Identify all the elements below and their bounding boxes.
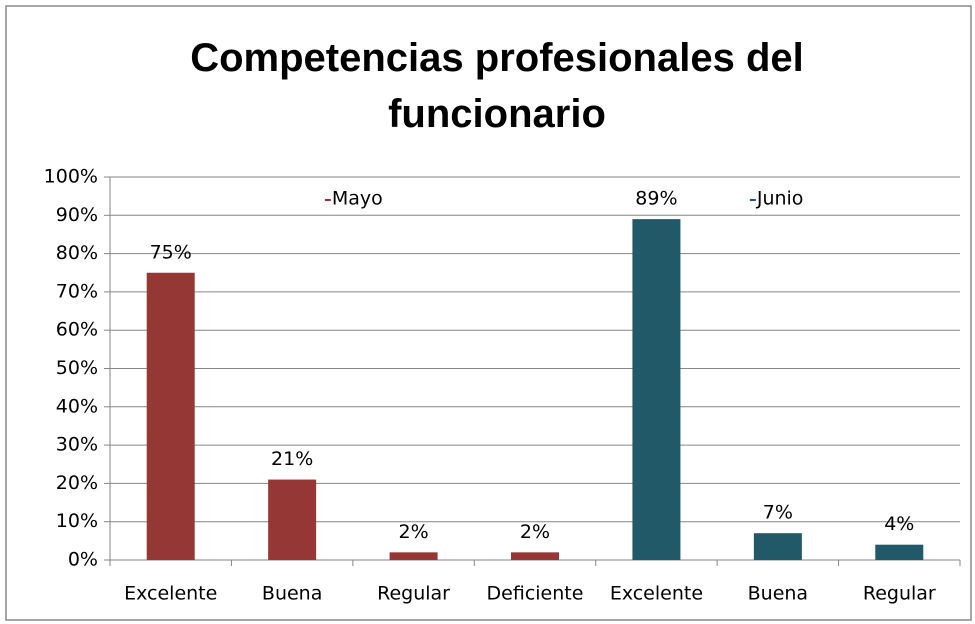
bar [268,479,317,560]
y-tick-label: 100% [44,166,98,188]
data-label: 4% [884,513,914,535]
y-tick-label: 0% [68,549,98,571]
y-tick-label: 80% [56,242,98,264]
chart-title: Competencias profesionales del funcionar… [190,36,804,136]
x-tick-label: Buena [748,583,808,605]
x-tick-label: Regular [377,583,450,605]
data-label: 75% [150,241,192,263]
y-tick-label: 60% [56,319,98,341]
bar [511,552,559,560]
data-label: 2% [398,521,428,543]
x-tick-label: Regular [863,583,936,605]
y-tick-label: 70% [56,280,98,302]
data-label: 89% [635,188,677,210]
bar [875,544,924,560]
bar [146,272,195,560]
legend-label: Junio [756,188,804,210]
bar [389,552,438,560]
x-tick-label: Deficiente [487,583,584,605]
data-label: 7% [763,502,793,524]
x-tick-label: Excelente [610,583,703,605]
x-tick-label: Excelente [124,583,217,605]
data-label: 21% [271,448,313,470]
x-tick-label: Buena [262,583,322,605]
legend-label: Mayo [332,188,383,210]
y-tick-label: 50% [56,357,98,379]
bar [753,533,802,560]
bar [632,219,681,560]
y-tick-label: 10% [56,510,98,532]
y-tick-label: 40% [56,395,98,417]
data-label: 2% [520,521,550,543]
y-tick-label: 90% [56,204,98,226]
y-tick-label: 20% [56,472,98,494]
y-tick-label: 30% [56,434,98,456]
